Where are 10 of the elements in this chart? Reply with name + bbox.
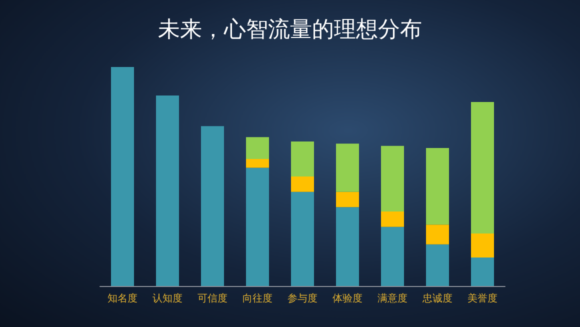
x-tick-label: 美誉度: [468, 292, 498, 304]
x-tick-label: 忠诚度: [422, 292, 452, 304]
x-tick-label: 向往度: [242, 292, 272, 304]
chart-title: 未来，心智流量的理想分布: [158, 18, 422, 42]
x-tick-label: 体验度: [332, 292, 362, 304]
x-tick-label: 认知度: [152, 292, 182, 304]
x-tick-label: 知名度: [108, 292, 138, 304]
x-tick-label: 参与度: [288, 292, 318, 304]
x-tick-label: 满意度: [378, 292, 408, 304]
x-tick-label: 可信度: [198, 292, 228, 304]
